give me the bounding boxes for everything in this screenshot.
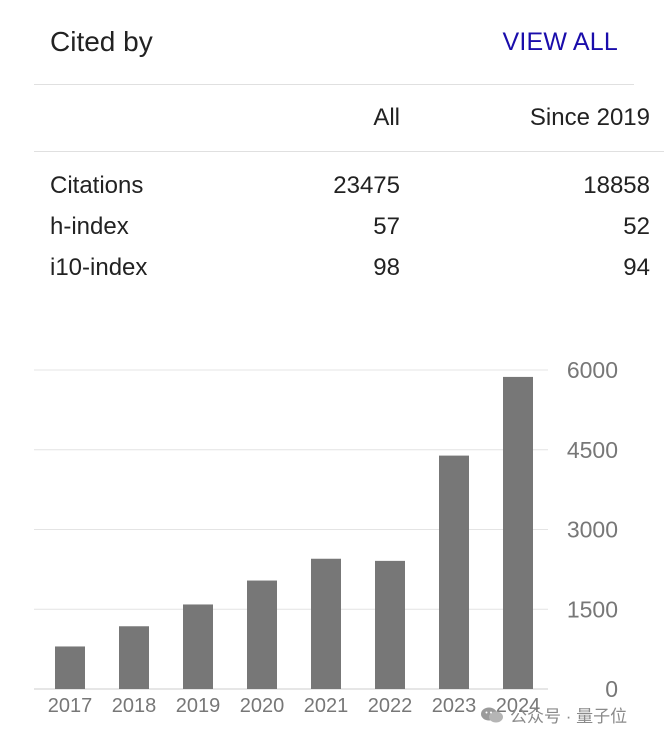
chart-svg: 0 1500 3000 4500 6000 2017 2018 2019 2020 2021 202… (34, 357, 618, 717)
x-tick-label: 2023 (432, 695, 477, 717)
bar-2023[interactable] (439, 455, 469, 689)
table-row: i10-index 98 94 (34, 247, 664, 288)
row-all-value: 57 (373, 212, 400, 240)
bar-2022[interactable] (375, 560, 405, 689)
y-tick-label: 3000 (567, 517, 618, 543)
x-tick-label: 2021 (304, 695, 349, 717)
y-tick-label: 4500 (567, 437, 618, 463)
row-since-value: 52 (623, 212, 650, 240)
y-tick-label: 0 (605, 676, 618, 702)
row-all-value: 23475 (333, 172, 400, 199)
citation-stats-table: All Since 2019 Citations 23475 18858 h-i… (34, 85, 664, 288)
x-tick-label: 2019 (176, 695, 221, 717)
x-tick-label: 2018 (112, 695, 157, 717)
citations-bar-chart: 0 1500 3000 4500 6000 2017 2018 2019 2020 2021 202… (0, 340, 664, 740)
bar-2024[interactable] (503, 376, 533, 689)
row-since-value: 94 (623, 253, 650, 281)
header-empty (34, 85, 250, 152)
header-since: Since 2019 (400, 85, 664, 152)
x-tick-label: 2022 (368, 695, 413, 717)
view-all-link[interactable]: VIEW ALL (502, 28, 618, 56)
watermark: 公众号 · 量子位 (480, 702, 627, 727)
bar-2017[interactable] (55, 646, 85, 689)
y-tick-label: 1500 (567, 596, 618, 622)
header-all: All (250, 85, 400, 152)
x-tick-label: 2024 (496, 695, 541, 717)
row-label: Citations (50, 172, 144, 199)
bar-2021[interactable] (311, 558, 341, 689)
row-all-value: 98 (373, 253, 400, 281)
x-tick-label: 2020 (240, 695, 285, 717)
y-tick-label: 6000 (567, 357, 618, 383)
bar-2019[interactable] (183, 604, 213, 689)
row-label: h-index (50, 212, 129, 240)
x-tick-label: 2017 (48, 695, 93, 717)
panel-title: Cited by (50, 26, 153, 57)
wechat-icon (481, 707, 503, 722)
panel-header: Cited by VIEW ALL (34, 0, 634, 85)
row-label: i10-index (50, 253, 148, 281)
bar-2018[interactable] (119, 626, 149, 689)
table-row: Citations 23475 18858 (34, 152, 664, 207)
bar-2020[interactable] (247, 580, 277, 689)
row-since-value: 18858 (583, 172, 650, 199)
watermark-text: 公众号 · 量子位 (510, 707, 628, 726)
table-row: h-index 57 52 (34, 206, 664, 247)
table-header-row: All Since 2019 (34, 85, 664, 152)
